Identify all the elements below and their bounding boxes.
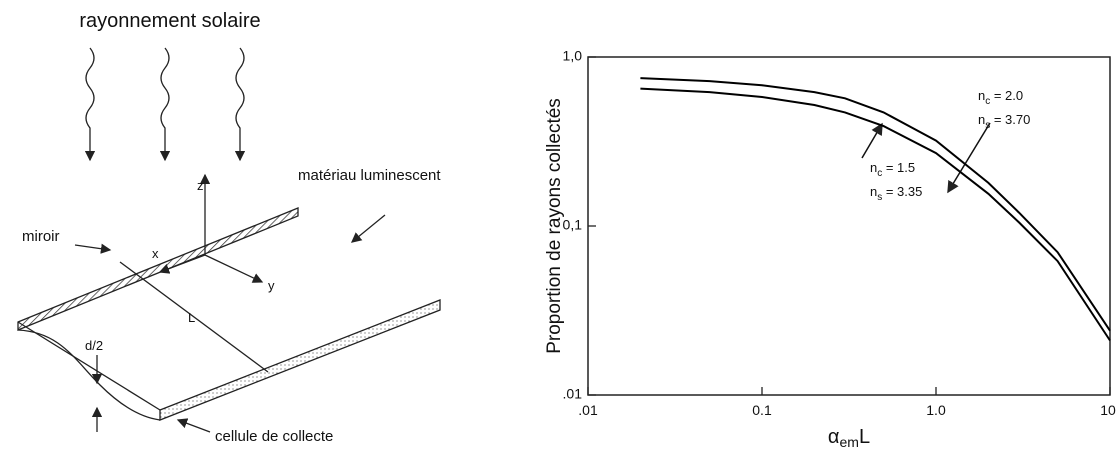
x-label-tail: L	[859, 426, 870, 448]
annotation-text: = 3.70	[990, 112, 1030, 127]
chart: Proportion de rayons collectés αemL .01 0…	[544, 48, 1117, 450]
pointer	[176, 418, 211, 433]
y-axis	[204, 254, 264, 283]
collecting-cell	[159, 299, 441, 421]
slab-bottom	[17, 329, 161, 421]
label: d/2	[85, 338, 103, 353]
slab-edge	[17, 321, 161, 411]
pointer	[74, 243, 112, 254]
length-line	[119, 261, 269, 373]
label: miroir	[22, 228, 60, 245]
diagram: rayonnement solaire matériau luminescent…	[17, 10, 441, 445]
annotation-text: = 2.0	[990, 88, 1023, 103]
y-tick-label: 1,0	[563, 48, 583, 64]
x-axis	[158, 254, 206, 274]
x-tick-label: .01	[578, 402, 598, 418]
diagram-title: rayonnement solaire	[79, 10, 260, 32]
series-line	[640, 77, 1111, 332]
annotation-text: = 3.35	[882, 184, 922, 199]
pointer	[350, 214, 386, 243]
mirror	[17, 207, 299, 331]
series-annotation: ns = 3.70	[978, 112, 1030, 131]
annotation-symbol: n	[870, 184, 877, 199]
label: x	[152, 246, 159, 261]
x-tick-label: 0.1	[752, 402, 772, 418]
y-tick-label: .01	[563, 386, 583, 402]
x-tick-label: 10.	[1100, 402, 1117, 418]
y-tick-label: 0,1	[563, 217, 583, 233]
annotation-arrow	[947, 122, 991, 194]
label: y	[268, 278, 275, 293]
series-annotation: ns = 3.35	[870, 184, 922, 203]
ray	[234, 47, 246, 162]
label: cellule de collecte	[215, 428, 333, 445]
annotation-text: = 1.5	[882, 160, 915, 175]
series-annotation: nc = 1.5	[870, 160, 915, 179]
annotation-symbol: n	[870, 160, 877, 175]
ray	[159, 47, 171, 162]
annotation-symbol: n	[978, 88, 985, 103]
annotation-subscript: s	[985, 120, 990, 131]
ray	[84, 47, 96, 162]
series-line	[640, 87, 1111, 342]
x-tick-label: 1.0	[926, 402, 946, 418]
annotation-symbol: n	[978, 112, 985, 127]
annotation-subscript: c	[985, 96, 990, 107]
label: z	[197, 178, 204, 193]
label: matériau luminescent	[298, 167, 441, 184]
x-axis-label: αemL	[828, 426, 870, 450]
annotation-subscript: c	[877, 168, 882, 179]
label: L	[188, 310, 195, 325]
y-axis-label: Proportion de rayons collectés	[544, 98, 565, 354]
series-annotation: nc = 2.0	[978, 88, 1023, 107]
annotation-arrow	[861, 122, 883, 159]
annotation-subscript: s	[877, 192, 882, 203]
x-label-symbol: α	[828, 426, 840, 448]
x-label-subscript: em	[839, 434, 858, 450]
